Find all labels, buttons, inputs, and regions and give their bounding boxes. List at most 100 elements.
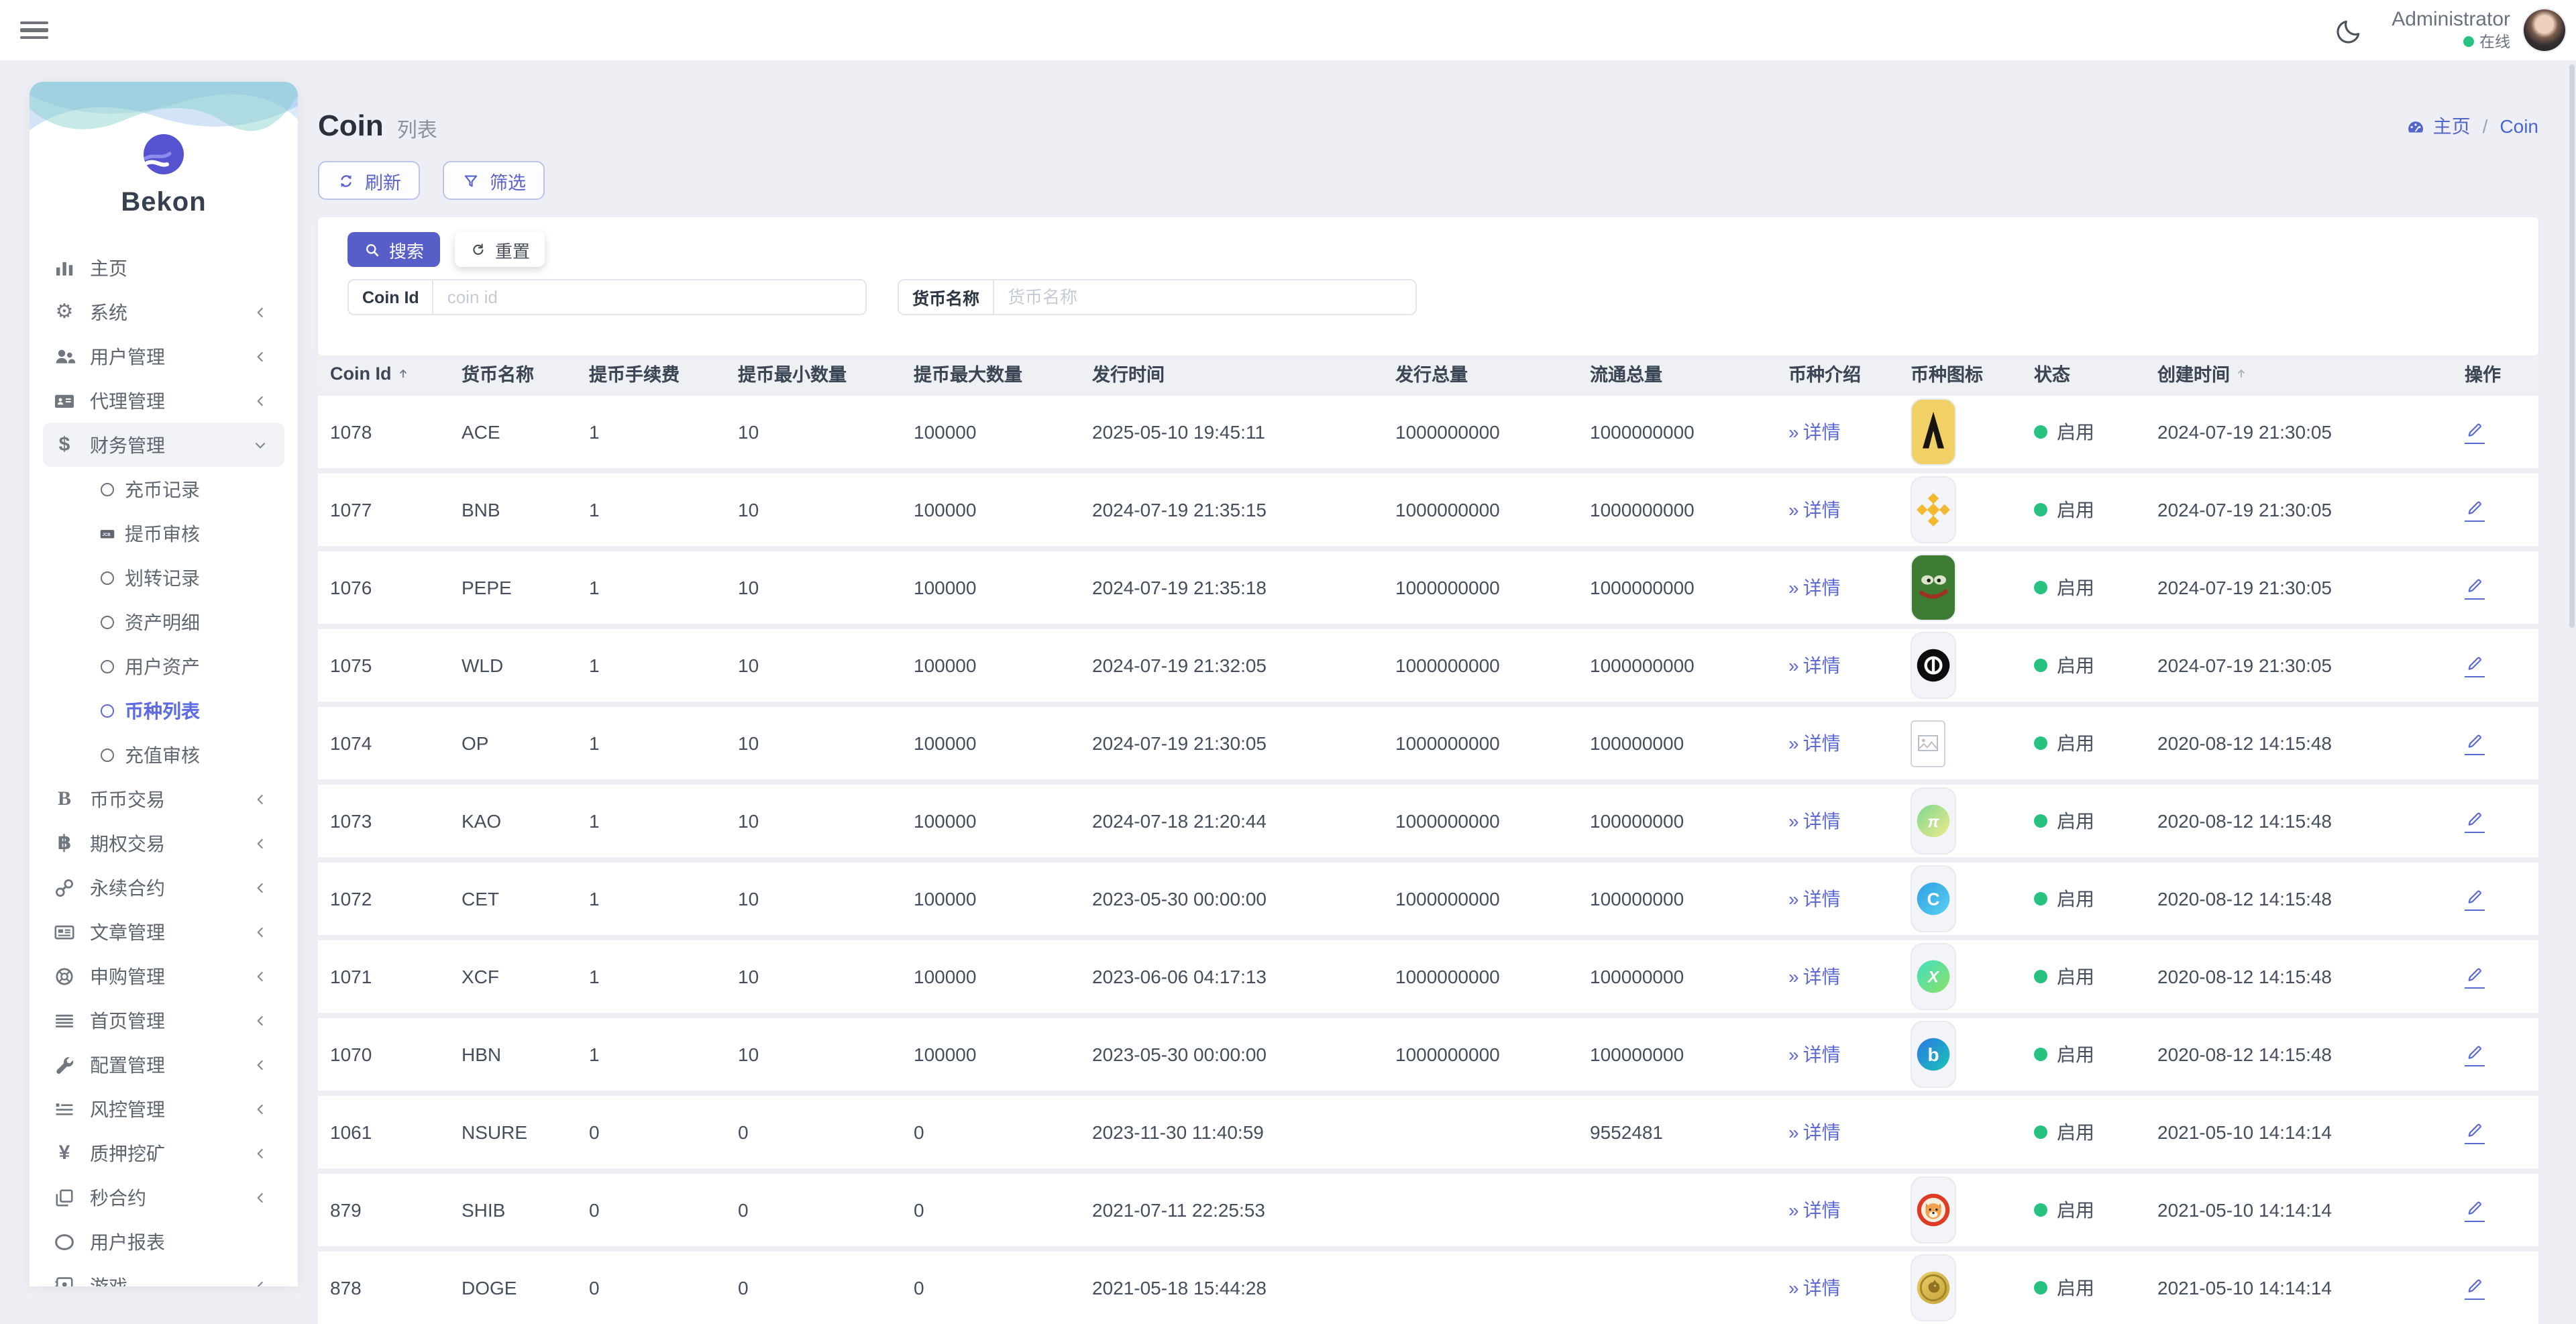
coin-id-input[interactable] xyxy=(433,280,865,314)
edit-button[interactable] xyxy=(2465,420,2485,444)
detail-link[interactable]: » 详情 xyxy=(1788,963,1841,990)
detail-label: 详情 xyxy=(1803,1044,1841,1065)
column-header-created_at[interactable]: 创建时间 xyxy=(2157,360,2465,386)
sort-up-icon[interactable] xyxy=(2234,366,2249,380)
sidebar-subitem-user-assets[interactable]: 用户资产 xyxy=(43,644,284,688)
sidebar-subitem-coin-list[interactable]: 币种列表 xyxy=(43,688,284,732)
edit-button[interactable] xyxy=(2465,964,2485,989)
sort-up-icon[interactable] xyxy=(396,366,411,380)
sidebar-subitem-asset-details[interactable]: 资产明细 xyxy=(43,600,284,644)
topbar: Administrator 在线 xyxy=(0,0,2576,60)
edit-button[interactable] xyxy=(2465,887,2485,911)
baht-icon: ฿ xyxy=(57,831,72,854)
sidebar-item-homepage-management[interactable]: 首页管理 xyxy=(43,998,284,1042)
edit-button[interactable] xyxy=(2465,653,2485,677)
sidebar-item-config-management[interactable]: 配置管理 xyxy=(43,1042,284,1087)
cell-id: 1077 xyxy=(330,499,372,520)
detail-link[interactable]: » 详情 xyxy=(1788,652,1841,679)
detail-link[interactable]: » 详情 xyxy=(1788,885,1841,912)
edit-button[interactable] xyxy=(2465,1120,2485,1144)
users-icon xyxy=(52,344,76,368)
cell-circulating_supply: 100000000 xyxy=(1590,1044,1684,1065)
cell-action xyxy=(2465,809,2538,833)
sidebar-item-perpetual-contract[interactable]: 永续合约 xyxy=(43,865,284,909)
sidebar-item-agent-management[interactable]: 代理管理 xyxy=(43,378,284,423)
sidebar-item-games[interactable]: 游戏 xyxy=(43,1264,284,1286)
cell-circulating_supply: 100000000 xyxy=(1590,732,1684,754)
status-enabled-dot-icon xyxy=(2034,659,2047,672)
column-header-intro: 币种介绍 xyxy=(1788,360,1911,386)
sidebar-item-article-management[interactable]: 文章管理 xyxy=(43,909,284,954)
sidebar: Bekon 主页 ⚙ 系统 用户管理代理管理 $ 财务管理 充币记录 JCB 提币审核 划转记录资… xyxy=(30,82,298,1286)
search-button[interactable]: 搜索 xyxy=(347,232,441,267)
status-enabled-dot-icon xyxy=(2034,892,2047,905)
cell-created_at: 2021-05-10 14:14:14 xyxy=(2157,1121,2332,1143)
sidebar-item-staking-mining[interactable]: ¥ 质押挖矿 xyxy=(43,1131,284,1175)
pencil-icon xyxy=(2465,964,2485,985)
pencil-icon xyxy=(2465,1120,2485,1140)
cell-status: 启用 xyxy=(2034,1197,2157,1223)
column-header-id[interactable]: Coin Id xyxy=(318,363,462,383)
detail-link[interactable]: » 详情 xyxy=(1788,1274,1841,1301)
cell-status: 启用 xyxy=(2034,1119,2157,1146)
breadcrumb-home[interactable]: 主页 xyxy=(2432,115,2471,137)
user-info[interactable]: Administrator 在线 xyxy=(2392,8,2510,52)
menu-toggle-icon[interactable] xyxy=(20,21,48,40)
sidebar-item-user-management[interactable]: 用户管理 xyxy=(43,334,284,378)
sidebar-item-system[interactable]: ⚙ 系统 xyxy=(43,290,284,334)
edit-button[interactable] xyxy=(2465,575,2485,600)
cell-id: 1078 xyxy=(330,421,372,443)
detail-link[interactable]: » 详情 xyxy=(1788,574,1841,601)
sidebar-item-second-contract[interactable]: 秒合约 xyxy=(43,1175,284,1219)
sidebar-subitem-transfer-records[interactable]: 划转记录 xyxy=(43,555,284,600)
detail-link[interactable]: » 详情 xyxy=(1788,496,1841,523)
detail-link[interactable]: » 详情 xyxy=(1788,1041,1841,1068)
sidebar-item-home[interactable]: 主页 xyxy=(43,245,284,290)
logo[interactable]: Bekon xyxy=(30,133,298,219)
sidebar-item-user-report[interactable]: 用户报表 xyxy=(43,1219,284,1264)
cell-min: 10 xyxy=(738,966,759,987)
edit-button[interactable] xyxy=(2465,809,2485,833)
cell-status: 启用 xyxy=(2034,652,2157,679)
refresh-button[interactable]: 刷新 xyxy=(318,161,420,200)
cell-icon: C xyxy=(1911,865,2034,932)
edit-button[interactable] xyxy=(2465,498,2485,522)
detail-link[interactable]: » 详情 xyxy=(1788,730,1841,757)
breadcrumb-current[interactable]: Coin xyxy=(2500,115,2538,137)
sidebar-item-finance-management[interactable]: $ 财务管理 xyxy=(43,423,284,467)
sidebar-subitem-deposit-records[interactable]: 充币记录 xyxy=(43,467,284,511)
cell-name: ACE xyxy=(462,421,500,443)
sidebar-item-spot-trading[interactable]: B 币币交易 xyxy=(43,777,284,821)
sidebar-item-label: 代理管理 xyxy=(90,390,165,411)
sidebar-subitem-withdraw-audit[interactable]: JCB 提币审核 xyxy=(43,511,284,555)
cell-name: DOGE xyxy=(462,1277,517,1299)
sidebar-item-risk-management[interactable]: 风控管理 xyxy=(43,1087,284,1131)
field-label-coin-id: Coin Id xyxy=(349,280,434,314)
cell-id: 879 xyxy=(330,1199,362,1221)
detail-link[interactable]: » 详情 xyxy=(1788,808,1841,834)
sidebar-item-subscription-management[interactable]: 申购管理 xyxy=(43,954,284,998)
edit-button[interactable] xyxy=(2465,1042,2485,1066)
edit-button[interactable] xyxy=(2465,731,2485,755)
detail-link[interactable]: » 详情 xyxy=(1788,1197,1841,1223)
filter-label: 筛选 xyxy=(490,172,526,192)
filter-button[interactable]: 筛选 xyxy=(443,161,545,200)
cell-intro: » 详情 xyxy=(1788,963,1911,990)
cell-created_at: 2020-08-12 14:15:48 xyxy=(2157,966,2332,987)
cell-min: 10 xyxy=(738,577,759,598)
detail-link[interactable]: » 详情 xyxy=(1788,1119,1841,1146)
cell-total_supply: 1000000000 xyxy=(1395,732,1500,754)
circle-icon xyxy=(101,482,114,496)
dark-mode-toggle-icon[interactable] xyxy=(2335,17,2362,44)
reset-button[interactable]: 重置 xyxy=(455,232,545,267)
detail-link[interactable]: » 详情 xyxy=(1788,419,1841,445)
cell-action xyxy=(2465,1276,2538,1300)
sidebar-item-options-trading[interactable]: ฿ 期权交易 xyxy=(43,821,284,865)
column-label: Coin Id xyxy=(330,363,392,383)
scrollbar[interactable] xyxy=(2569,64,2575,628)
edit-button[interactable] xyxy=(2465,1198,2485,1222)
edit-button[interactable] xyxy=(2465,1276,2485,1300)
coin-name-input[interactable] xyxy=(994,280,1415,314)
avatar[interactable] xyxy=(2524,9,2565,51)
sidebar-subitem-recharge-audit[interactable]: 充值审核 xyxy=(43,732,284,777)
